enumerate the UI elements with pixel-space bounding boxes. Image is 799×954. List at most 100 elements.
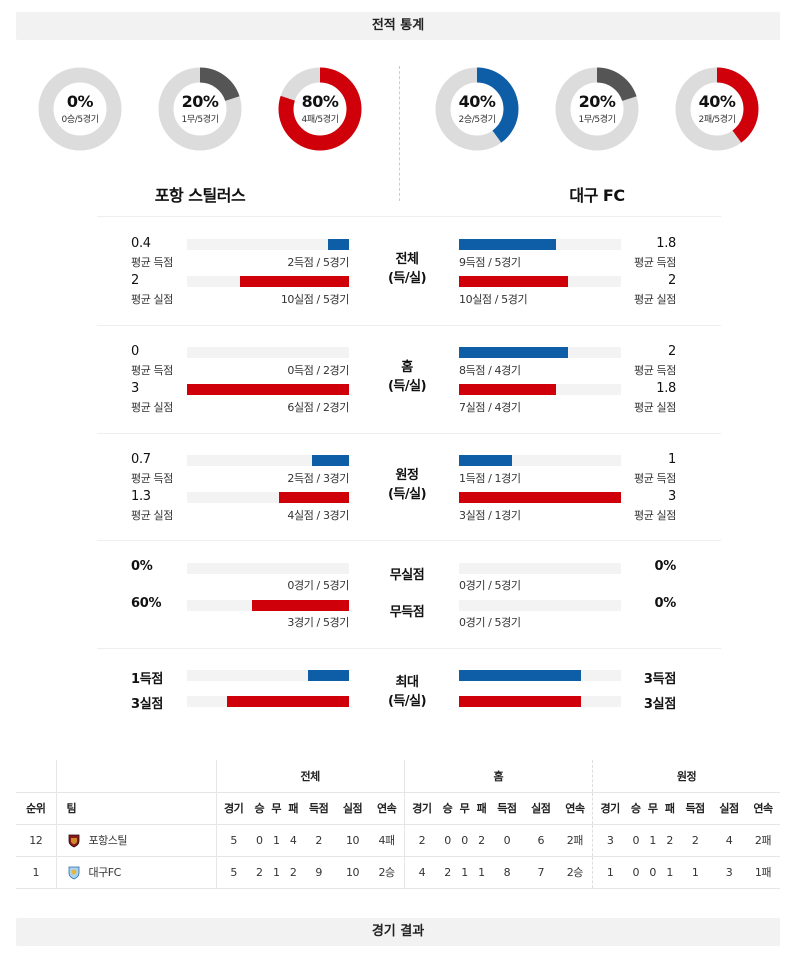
team-cell[interactable]: 포항스틸	[55, 824, 216, 857]
home-win-donut: 0% 0승/5경기	[37, 66, 123, 152]
home-for-track	[187, 347, 349, 358]
away-for-note: 1득점 / 1경기	[459, 472, 521, 485]
col-away-6: 연속	[745, 792, 780, 825]
home-against-note: 6실점 / 2경기	[287, 401, 349, 414]
away-against-bar	[459, 384, 556, 395]
col-rank: 순위	[16, 792, 56, 825]
max-label-line1: 최대	[395, 675, 419, 690]
away-failed-score-num: 0%	[654, 596, 677, 611]
away-for-track	[459, 455, 621, 466]
home-loss-arc	[278, 67, 362, 151]
home-loss-sub: 4패/5경기	[301, 115, 339, 125]
away-loss-arc	[675, 67, 759, 151]
home-for-note: 0득점 / 2경기	[287, 364, 349, 377]
total-stat-cell: 4패	[369, 824, 405, 857]
away-win-donut: 40% 2승/5경기	[434, 66, 520, 152]
home-clean-sheet-num: 0%	[131, 559, 153, 574]
away-against-num: 3	[668, 489, 676, 504]
away-against-label: 평균 실점	[634, 293, 676, 306]
away-max-against-track	[459, 696, 621, 707]
away-stat-cell: 1	[678, 856, 713, 889]
group-label: 전체 (득/실)	[377, 250, 437, 288]
away-for-num: 2	[668, 344, 676, 359]
home-draw-donut: 20% 1무/5경기	[157, 66, 243, 152]
match-results-header: 경기 결과	[16, 918, 780, 946]
away-against-label: 평균 실점	[634, 401, 676, 414]
divider	[97, 433, 721, 434]
home-against-note: 10실점 / 5경기	[280, 293, 350, 306]
away-against-note: 3실점 / 1경기	[459, 509, 521, 522]
home-against-bar	[279, 492, 349, 503]
away-against-bar	[459, 276, 568, 287]
clean-sheet-label: 무실점	[389, 568, 425, 583]
home-loss-donut: 80% 4패/5경기	[277, 66, 363, 152]
away-draw-donut: 20% 1무/5경기	[554, 66, 640, 152]
col-away-2: 무	[644, 792, 662, 825]
away-stat-cell: 0	[627, 824, 645, 857]
table-row: 1 대구FC 5 2 1 2 9 10 2승 4 2 1 1 8 7 2승 1 0 0 1 1 3 1패	[16, 856, 780, 889]
away-win-pct: 40%	[458, 92, 496, 111]
col-total-1: 승	[250, 792, 268, 825]
home-draw-sub: 1무/5경기	[181, 115, 219, 125]
home-for-num: 0.7	[131, 452, 151, 467]
home-max-against-bar	[227, 696, 349, 707]
group-label: 홈 (득/실)	[377, 358, 437, 396]
total-stat-cell: 1	[267, 856, 285, 889]
away-stat-cell: 1	[644, 824, 662, 857]
total-stat-cell: 2	[301, 824, 336, 857]
home-against-track	[187, 384, 349, 395]
home-for-track	[187, 455, 349, 466]
home-stat-cell: 0	[439, 824, 456, 857]
home-against-label: 평균 실점	[131, 401, 173, 414]
away-clean-sheet-track	[459, 563, 621, 574]
home-max-for-track	[187, 670, 349, 681]
away-stat-cell: 0	[644, 856, 662, 889]
col-total-5: 실점	[335, 792, 370, 825]
away-stat-cell: 3	[591, 824, 628, 857]
away-max-against-bar	[459, 696, 581, 707]
col-home-5: 실점	[523, 792, 558, 825]
failed-score-label: 무득점	[389, 605, 425, 620]
away-max-for-num: 3득점	[643, 672, 676, 687]
group-label-line1: 전체	[395, 252, 419, 267]
home-against-num: 3	[131, 381, 139, 396]
away-against-track	[459, 384, 621, 395]
divider	[97, 325, 721, 326]
col-home-3: 패	[472, 792, 490, 825]
away-loss-donut: 40% 2패/5경기	[674, 66, 760, 152]
away-win-sub: 2승/5경기	[458, 115, 496, 125]
home-against-label: 평균 실점	[131, 509, 173, 522]
home-max-against-track	[187, 696, 349, 707]
col-home-0: 경기	[403, 792, 440, 825]
home-failed-score-bar	[252, 600, 349, 611]
col-away-4: 득점	[678, 792, 713, 825]
away-stat-cell: 1패	[745, 856, 780, 889]
away-stat-cell: 2	[678, 824, 713, 857]
home-max-against-num: 3실점	[131, 697, 164, 712]
home-against-note: 4실점 / 3경기	[287, 509, 349, 522]
col-home-4: 득점	[489, 792, 524, 825]
group-home-header: 홈	[403, 760, 593, 793]
home-for-num: 0	[131, 344, 139, 359]
home-against-track	[187, 492, 349, 503]
home-against-label: 평균 실점	[131, 293, 173, 306]
home-failed-score-note: 3경기 / 5경기	[287, 616, 349, 629]
home-against-track	[187, 276, 349, 287]
total-stat-cell: 9	[301, 856, 336, 889]
away-max-for-bar	[459, 670, 581, 681]
home-for-track	[187, 239, 349, 250]
total-stat-cell: 1	[267, 824, 285, 857]
home-max-for-num: 1득점	[131, 672, 164, 687]
home-for-note: 2득점 / 3경기	[287, 472, 349, 485]
away-failed-score-track	[459, 600, 621, 611]
total-stat-cell: 10	[335, 856, 370, 889]
home-failed-score-num: 60%	[131, 596, 162, 611]
away-for-bar	[459, 455, 512, 466]
team-cell[interactable]: 대구FC	[55, 856, 216, 889]
away-loss-pct: 40%	[698, 92, 736, 111]
record-stats-header: 전적 통계	[16, 12, 780, 40]
home-failed-score-track	[187, 600, 349, 611]
home-draw-arc	[158, 67, 242, 151]
away-for-label: 평균 득점	[634, 364, 676, 377]
home-for-label: 평균 득점	[131, 364, 173, 377]
